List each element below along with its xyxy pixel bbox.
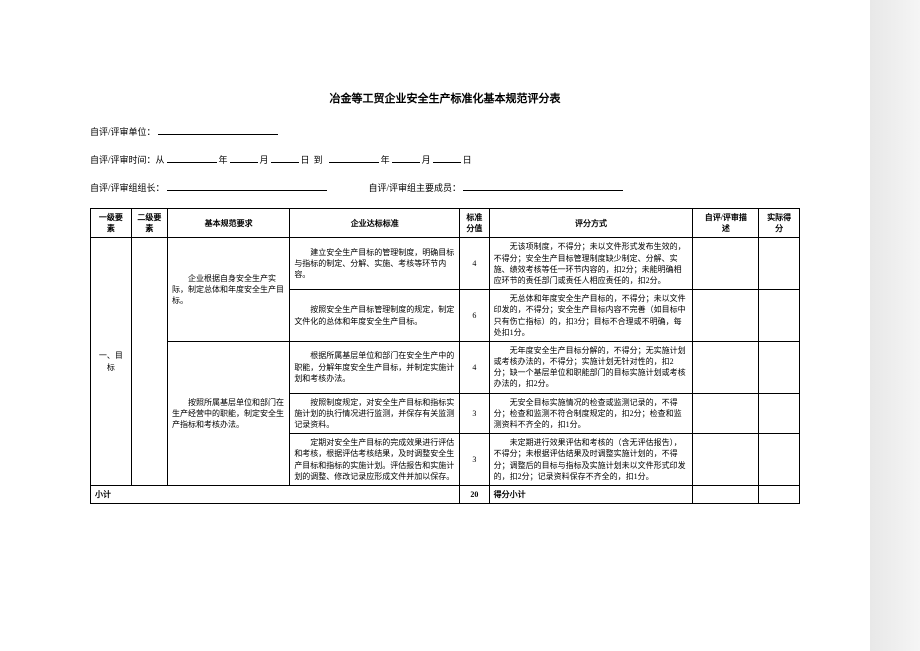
month-label-2: 月	[422, 153, 431, 166]
method-cell: 未定期进行效果评估和考核的（含无评估报告），不得分；未根据评估结果及时调整实施计…	[489, 434, 693, 486]
score-cell: 4	[460, 341, 489, 393]
std-cell: 根据所属基层单位和部门在安全生产中的职能，分解年度安全生产目标，并制定实施计划和…	[290, 341, 460, 393]
form-time-line: 自评/评审时间：从 年 月 日 到 年 月 日	[90, 152, 800, 166]
category-cell: 一、目标	[91, 238, 132, 486]
method-cell: 无总体和年度安全生产目标的，不得分；未以文件印发的，不得分；安全生产目标内容不完…	[489, 290, 693, 342]
document-content: 冶金等工贸企业安全生产标准化基本规范评分表 自评/评审单位： 自评/评审时间：从…	[0, 0, 920, 524]
unit-underline	[158, 124, 278, 135]
scoring-table: 一级要素 二级要素 基本规范要求 企业达标标准 标准分值 评分方式 自评/评审描…	[90, 208, 800, 504]
subtotal-row: 小计 20 得分小计	[91, 485, 800, 503]
members-underline	[463, 180, 623, 191]
month-label-1: 月	[260, 153, 269, 166]
score-cell: 6	[460, 290, 489, 342]
header-desc: 自评/评审描 述	[693, 209, 759, 238]
table-row: 一、目标 企业根据自身安全生产实际，制定总体和年度安全生产目标。 建立安全生产目…	[91, 238, 800, 290]
leader-underline	[167, 180, 327, 191]
actual-cell	[759, 238, 800, 290]
to-month-underline	[392, 152, 420, 163]
header-level2: 二级要素	[131, 209, 167, 238]
desc-cell	[693, 341, 759, 393]
to-year-underline	[329, 152, 379, 163]
from-year-underline	[167, 152, 217, 163]
leader-label: 自评/评审组组长：	[90, 181, 165, 194]
std-cell: 按照安全生产目标管理制度的规定，制定文件化的总体和年度安全生产目标。	[290, 290, 460, 342]
subtotal-desc	[693, 485, 759, 503]
subtotal-actual	[759, 485, 800, 503]
header-level1: 一级要素	[91, 209, 132, 238]
header-standard: 企业达标标准	[290, 209, 460, 238]
subtotal-score: 20	[460, 485, 489, 503]
header-method: 评分方式	[489, 209, 693, 238]
day-label-1: 日	[301, 153, 310, 166]
actual-cell	[759, 341, 800, 393]
level2-cell	[131, 238, 167, 486]
desc-cell	[693, 393, 759, 434]
from-month-underline	[230, 152, 258, 163]
unit-label: 自评/评审单位：	[90, 125, 156, 138]
std-cell: 建立安全生产目标的管理制度，明确目标与指标的制定、分解、实施、考核等环节内容。	[290, 238, 460, 290]
desc-cell	[693, 238, 759, 290]
header-actual: 实际得分	[759, 209, 800, 238]
table-row: 按照所属基层单位和部门在生产经营中的职能，制定安全生产指标和考核办法。 根据所属…	[91, 341, 800, 393]
method-cell: 无安全目标实施情况的检查或监测记录的，不得分；检查和监测不符合制度规定的，扣2分…	[489, 393, 693, 434]
form-leader-line: 自评/评审组组长： 自评/评审组主要成员：	[90, 180, 800, 194]
desc-cell	[693, 434, 759, 486]
score-cell: 3	[460, 434, 489, 486]
day-label-2: 日	[463, 153, 472, 166]
score-cell: 4	[460, 238, 489, 290]
year-label-2: 年	[381, 153, 390, 166]
std-cell: 按照制度规定，对安全生产目标和指标实施计划的执行情况进行监测，并保存有关监测记录…	[290, 393, 460, 434]
method-cell: 无年度安全生产目标分解的，不得分；无实施计划或考核办法的，不得分；实施计划无针对…	[489, 341, 693, 393]
subtotal-label: 小计	[91, 485, 460, 503]
document-title: 冶金等工贸企业安全生产标准化基本规范评分表	[90, 90, 800, 106]
to-label: 到	[314, 153, 323, 166]
form-unit-line: 自评/评审单位：	[90, 124, 800, 138]
members-label: 自评/评审组主要成员：	[369, 181, 462, 194]
actual-cell	[759, 290, 800, 342]
header-score: 标准分值	[460, 209, 489, 238]
std-cell: 定期对安全生产目标的完成效果进行评估和考核，根据评估考核结果，及时调整安全生产目…	[290, 434, 460, 486]
actual-cell	[759, 393, 800, 434]
actual-cell	[759, 434, 800, 486]
method-cell: 无该项制度，不得分；未以文件形式发布生效的，不得分；安全生产目标管理制度缺少制定…	[489, 238, 693, 290]
req-cell: 按照所属基层单位和部门在生产经营中的职能，制定安全生产指标和考核办法。	[168, 341, 290, 485]
subtotal-method-label: 得分小计	[489, 485, 693, 503]
req-cell: 企业根据自身安全生产实际，制定总体和年度安全生产目标。	[168, 238, 290, 342]
to-day-underline	[433, 152, 461, 163]
score-cell: 3	[460, 393, 489, 434]
desc-cell	[693, 290, 759, 342]
table-header-row: 一级要素 二级要素 基本规范要求 企业达标标准 标准分值 评分方式 自评/评审描…	[91, 209, 800, 238]
header-requirement: 基本规范要求	[168, 209, 290, 238]
year-label-1: 年	[219, 153, 228, 166]
time-label: 自评/评审时间：从	[90, 153, 165, 166]
from-day-underline	[271, 152, 299, 163]
